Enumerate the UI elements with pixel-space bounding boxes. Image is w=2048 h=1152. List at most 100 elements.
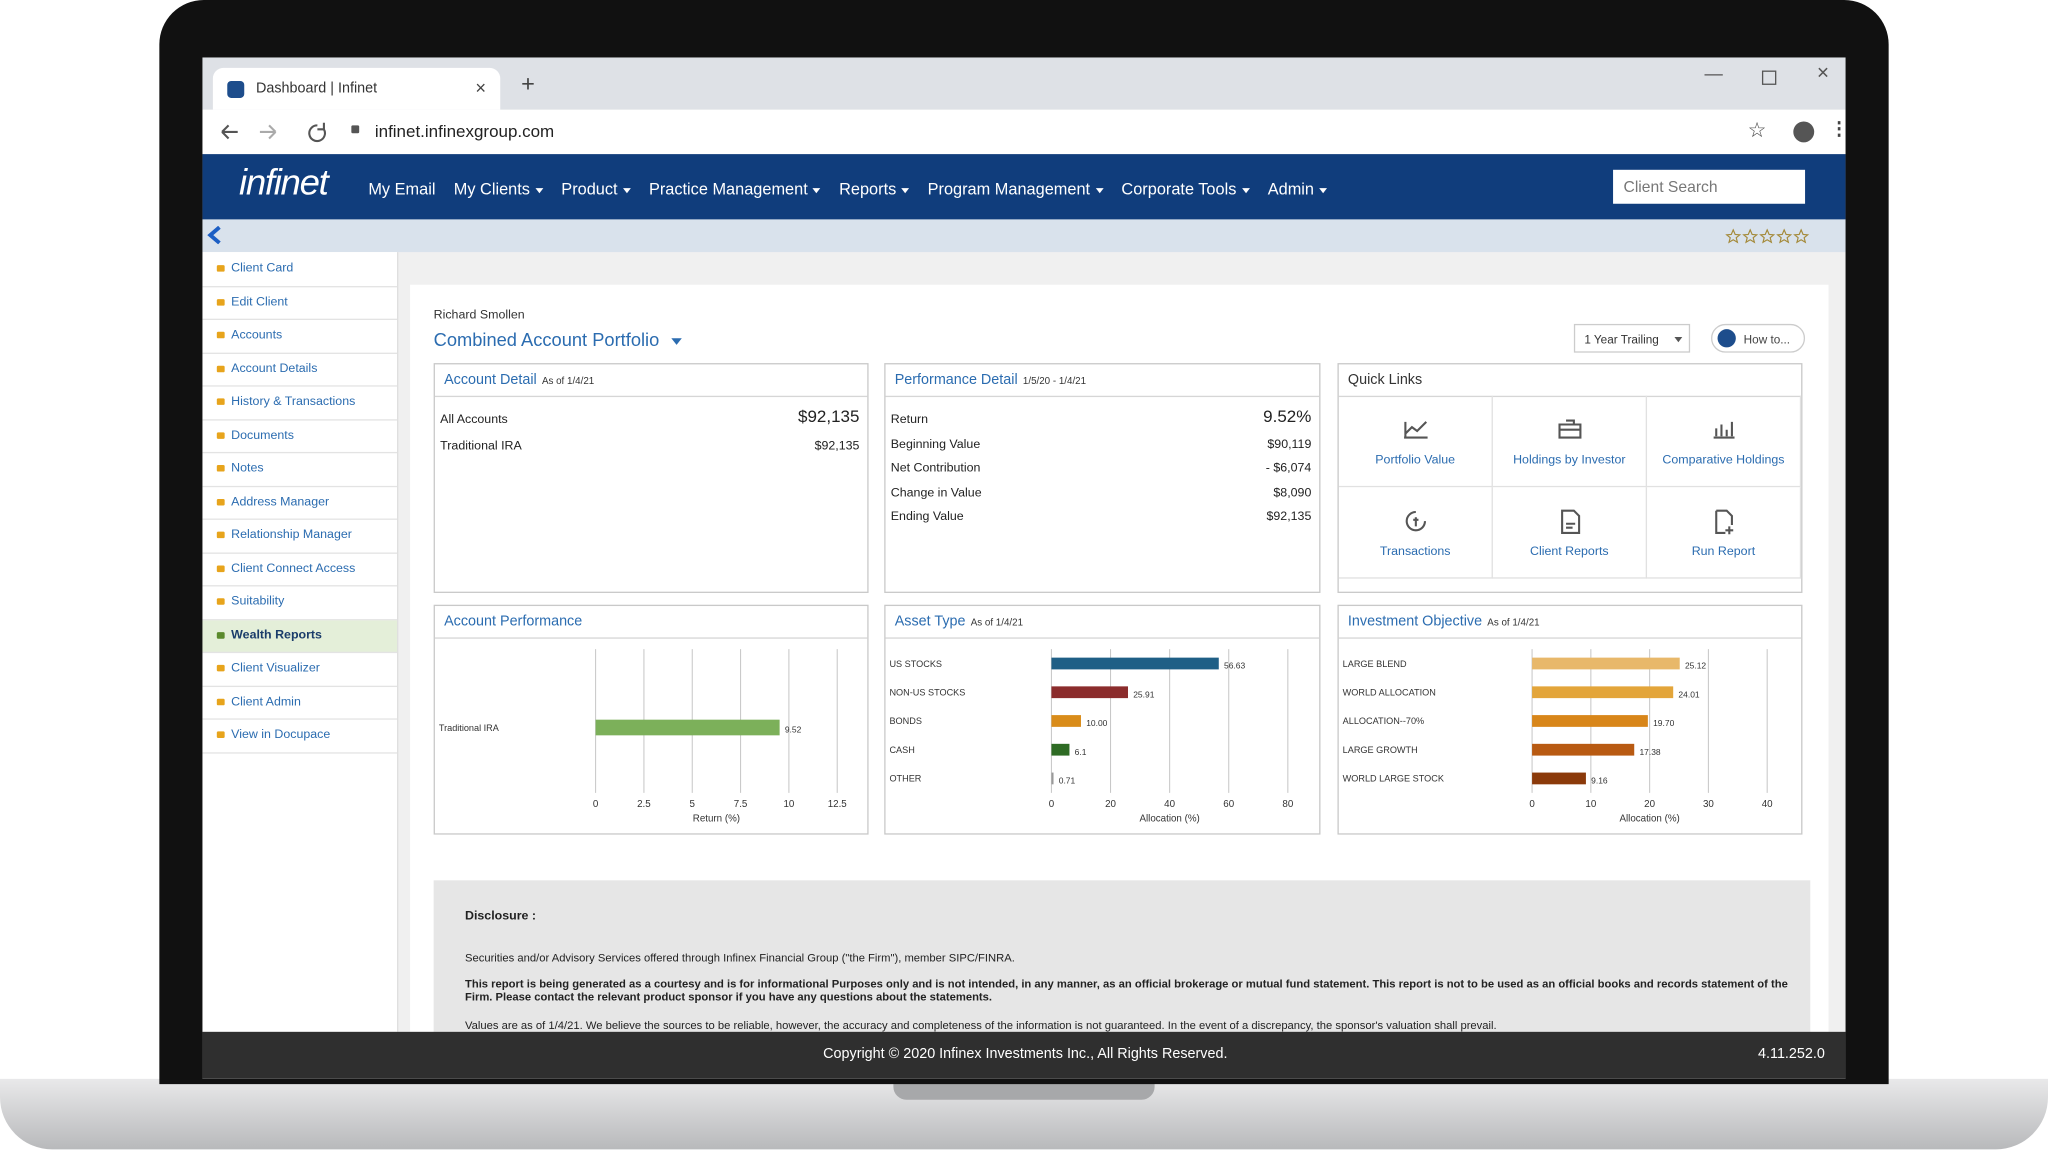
x-tick-label: 12.5 [828, 799, 848, 810]
nav-item[interactable]: Product [561, 180, 630, 198]
value-label: 24.01 [1678, 689, 1699, 699]
content: Richard Smollen Combined Account Portfol… [410, 284, 1829, 1077]
address-row: infinet.infinexgroup.com ☆ ⋮ [202, 109, 1846, 155]
menu[interactable]: ⋮ [1830, 118, 1846, 140]
copyright: Copyright © 2020 Infinex Investments Inc… [823, 1046, 1228, 1062]
icon-path [1714, 509, 1733, 535]
sidebar-item[interactable]: Client Admin [202, 686, 398, 720]
screen: Dashboard | Infinet × + — × infinet.infi… [202, 57, 1846, 1079]
card-header: Account Performance [434, 606, 868, 639]
category-label: WORLD ALLOCATION [1343, 688, 1436, 698]
chart-title: Investment Objective [1347, 613, 1483, 630]
sidebar-item[interactable]: Wealth Reports [202, 619, 398, 654]
minimize[interactable]: — [1704, 62, 1723, 84]
sidebar-item[interactable]: Account Details [202, 353, 398, 387]
row-value: $92,135 [814, 438, 860, 454]
chart-plot: 0 10 20 30 40 Allocation (%) LARGE BLEND 25.12 W… [1343, 649, 1773, 825]
x-tick-label: 60 [1223, 799, 1234, 810]
quick-link-label: Client Reports [1529, 544, 1609, 560]
bookmark-star[interactable]: ☆ [1747, 120, 1767, 143]
profile[interactable] [1793, 121, 1815, 143]
category-label: US STOCKS [889, 659, 942, 669]
nav-bar: infinet My Email My Clients Product Practic… [202, 154, 1846, 220]
quick-link[interactable]: Comparative Holdings [1647, 395, 1802, 488]
row-label: Change in Value [890, 485, 982, 500]
card-header: Account Detail As of 1/4/21 [434, 364, 868, 398]
sidebar-item[interactable]: View in Docupace [202, 720, 398, 753]
x-axis-label: Allocation (%) [1619, 814, 1679, 825]
sidebar-item[interactable]: Edit Client [202, 287, 398, 320]
account-detail-card: Account Detail As of 1/4/21 All Accounts $… [433, 363, 869, 593]
nav-item[interactable]: Program Management [928, 180, 1104, 198]
sidebar-item[interactable]: Address Manager [202, 487, 398, 520]
quick-link[interactable]: Run Report [1647, 487, 1802, 579]
category-label: NON-US STOCKS [889, 688, 965, 698]
nav-item[interactable]: My Email [368, 180, 436, 199]
tab[interactable]: Dashboard | Infinet × [212, 67, 501, 110]
sidebar-item[interactable]: Client Connect Access [202, 553, 398, 587]
card-header: Asset Type As of 1/4/21 [885, 606, 1320, 639]
bar [1051, 772, 1054, 785]
bar [1532, 657, 1680, 670]
as-of: As of 1/4/21 [541, 374, 595, 387]
icon-path [1557, 419, 1581, 439]
category-label: BONDS [889, 716, 921, 726]
logo[interactable]: infinet [239, 161, 329, 203]
value-label: 19.70 [1653, 718, 1674, 728]
quick-links-card: Quick Links Portfolio Value Holdings by I… [1337, 363, 1803, 593]
sidebar-item[interactable]: History & Transactions [202, 387, 398, 420]
quick-link-label: Portfolio Value [1375, 453, 1456, 468]
quick-link[interactable]: Transactions [1338, 487, 1493, 579]
chart-plot: 0 2.5 5 7.5 10 12.5 Return (%) Traditional IRA 9… [439, 649, 848, 825]
x-tick-label: 2.5 [637, 799, 651, 810]
footer: Copyright © 2020 Infinex Investments Inc… [202, 1031, 1846, 1079]
toolbar [202, 219, 1846, 253]
bar [1051, 686, 1128, 699]
nav-item[interactable]: Reports [839, 180, 909, 198]
sidebar-item[interactable]: Client Visualizer [202, 653, 398, 687]
quick-link[interactable]: Portfolio Value [1338, 395, 1493, 488]
value-label: 10.00 [1086, 718, 1107, 728]
detail-row: Traditional IRA $92,135 [440, 439, 859, 453]
nav-buttons[interactable] [218, 120, 336, 144]
portfolio-select[interactable]: Combined Account Portfolio [433, 329, 660, 351]
how-to-button[interactable]: How to... [1711, 323, 1806, 353]
icon-path [1712, 421, 1734, 439]
sidebar-item[interactable]: Accounts [202, 320, 398, 354]
sidebar-item[interactable]: Relationship Manager [202, 520, 398, 554]
quick-link[interactable]: Client Reports [1492, 487, 1648, 579]
nav-item[interactable]: Corporate Tools [1121, 180, 1249, 198]
detail-row: Return 9.52% [891, 406, 1312, 427]
close[interactable]: × [1816, 62, 1830, 85]
search-box[interactable]: Client Search [1613, 169, 1806, 204]
new-tab[interactable]: + [521, 70, 535, 97]
sidebar: Client Card Edit Client Accounts Account De… [202, 252, 399, 1032]
maximize[interactable] [1761, 70, 1777, 85]
url[interactable]: infinet.infinexgroup.com [374, 121, 555, 142]
performance-detail-card: Performance Detail 1/5/20 - 1/4/21 Return… [884, 363, 1321, 593]
row-label: Net Contribution [890, 461, 981, 476]
period-select[interactable]: 1 Year Trailing [1573, 323, 1691, 353]
card-header: Performance Detail 1/5/20 - 1/4/21 [885, 364, 1320, 398]
sidebar-item[interactable]: Notes [202, 453, 398, 487]
rating-stars[interactable] [1725, 228, 1816, 245]
bar [1051, 715, 1081, 727]
nav-item[interactable]: Practice Management [649, 180, 821, 198]
sidebar-item[interactable]: Suitability [202, 586, 398, 620]
quick-link-icon [1405, 510, 1426, 532]
nav-item[interactable]: My Clients [454, 180, 543, 198]
x-tick-label: 10 [783, 799, 794, 810]
x-tick-label: 40 [1762, 799, 1773, 810]
x-tick-label: 80 [1282, 799, 1293, 810]
collapse[interactable] [205, 225, 223, 245]
quick-link[interactable]: Holdings by Investor [1492, 395, 1648, 488]
chart-card: Asset Type As of 1/4/21 0 20 40 60 80 Allocatio… [884, 604, 1321, 835]
bar [1532, 686, 1674, 699]
x-tick-label: 20 [1105, 799, 1116, 810]
nav-item[interactable]: Admin [1268, 180, 1327, 198]
tab-close[interactable]: × [475, 77, 487, 98]
sidebar-item[interactable]: Client Card [202, 253, 398, 287]
laptop-notch [893, 1078, 1155, 1100]
sidebar-item[interactable]: Documents [202, 420, 398, 454]
